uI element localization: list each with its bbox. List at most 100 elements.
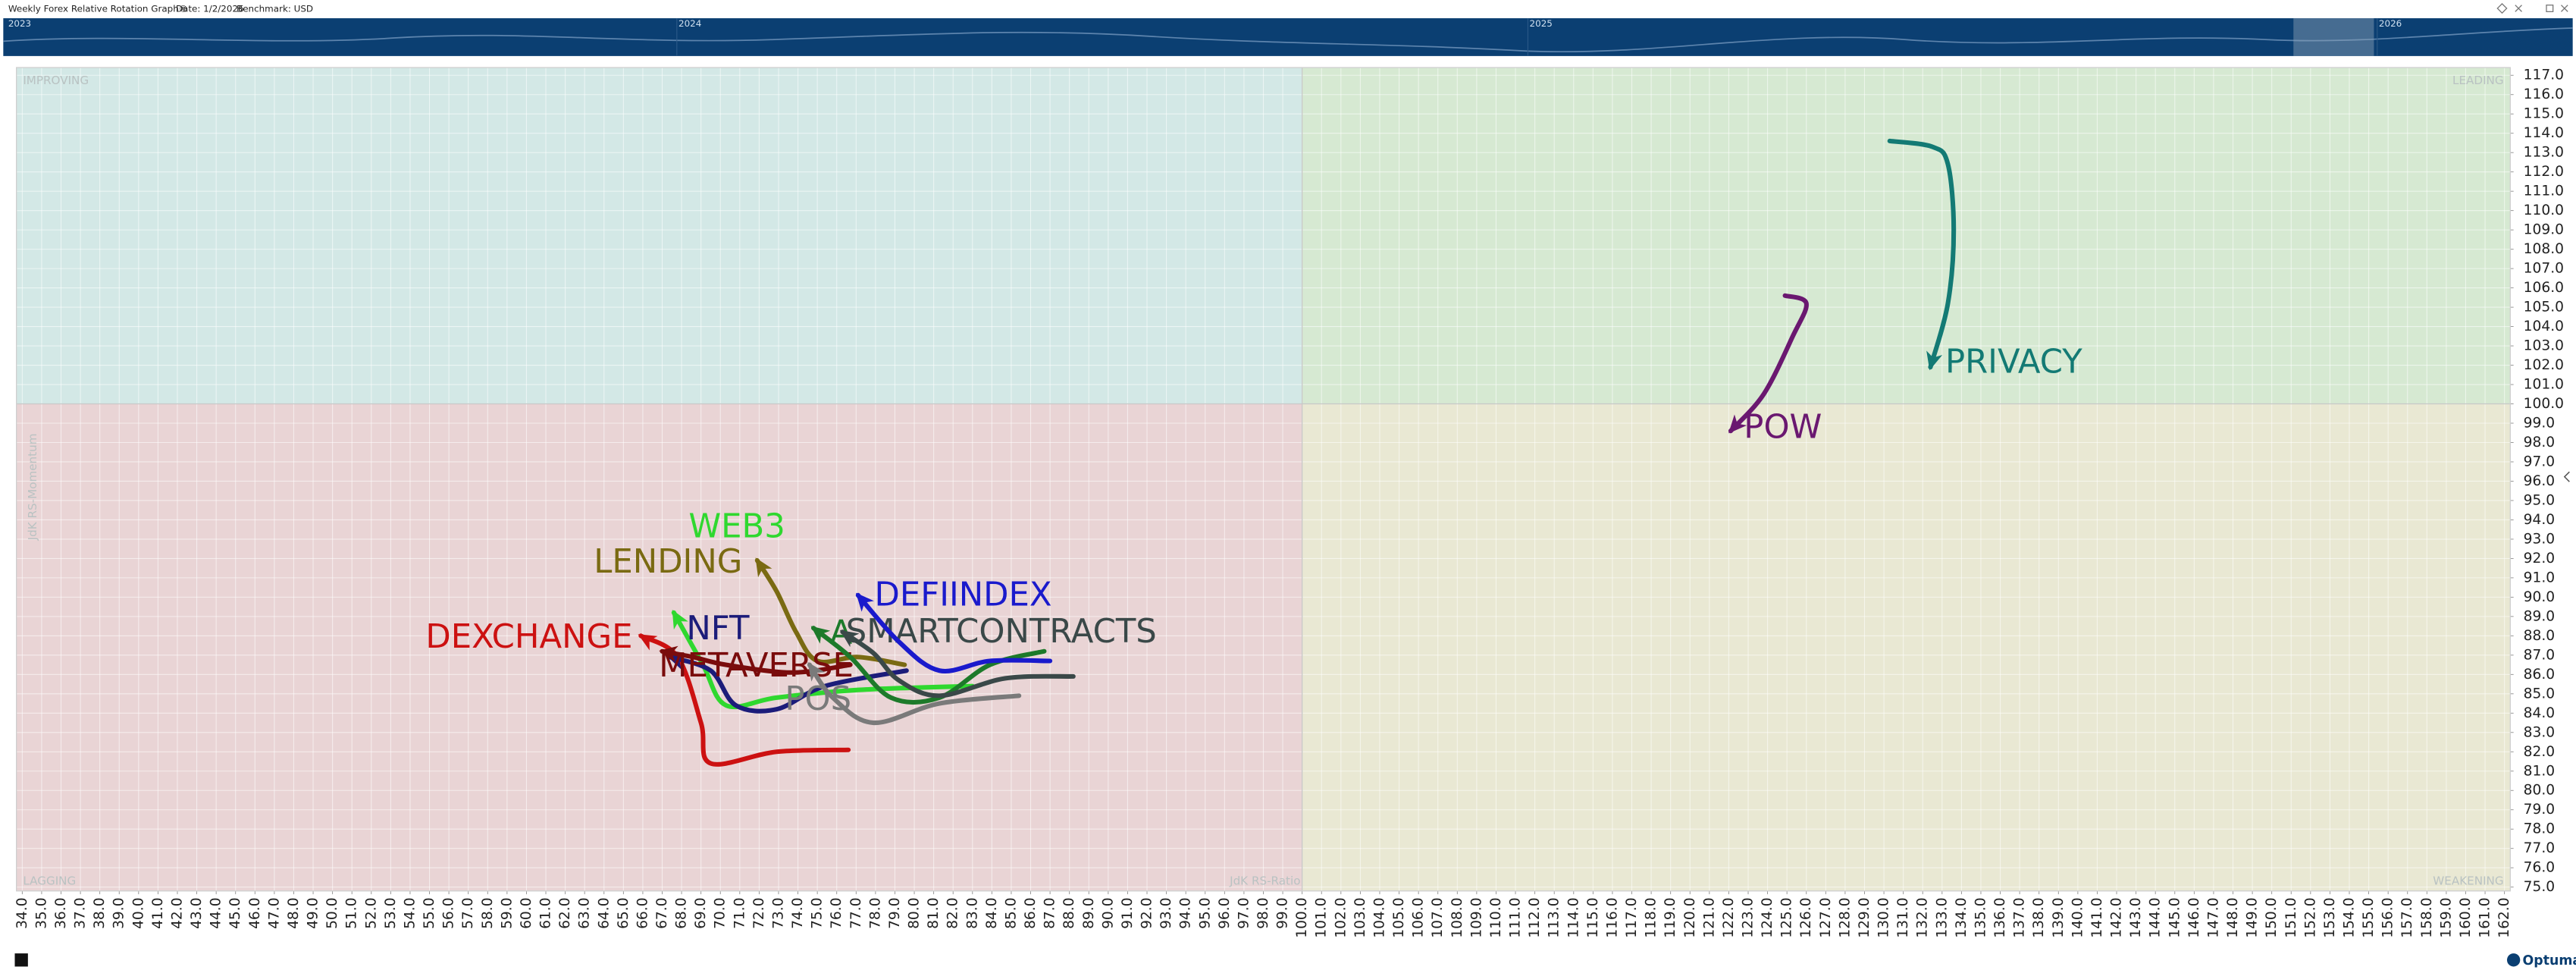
- icon[interactable]: [2561, 5, 2568, 12]
- x-tick-label: 109.0: [1468, 897, 1484, 937]
- y-tick-label: 99.0: [2524, 416, 2555, 432]
- x-tick-label: 132.0: [1915, 897, 1931, 937]
- x-tick-label: 64.0: [596, 897, 612, 928]
- y-tick-label: 96.0: [2524, 473, 2555, 489]
- x-tick-label: 62.0: [557, 897, 573, 928]
- y-tick-label: 102.0: [2524, 357, 2564, 373]
- x-tick-label: 67.0: [654, 897, 670, 928]
- series-label: DEFIINDEX: [875, 576, 1052, 614]
- icon[interactable]: [2546, 5, 2554, 13]
- navigator-year: 2025: [1530, 18, 1553, 29]
- x-tick-label: 49.0: [306, 897, 321, 928]
- x-tick-label: 111.0: [1508, 897, 1524, 937]
- x-tick-label: 121.0: [1701, 897, 1717, 937]
- x-tick-label: 145.0: [2167, 897, 2183, 937]
- quadrant-label: LAGGING: [23, 874, 76, 887]
- x-tick-label: 48.0: [286, 897, 302, 928]
- x-tick-label: 68.0: [674, 897, 690, 928]
- x-tick-label: 65.0: [616, 897, 631, 928]
- series-label: PRIVACY: [1945, 343, 2082, 381]
- icon[interactable]: [2515, 5, 2522, 12]
- x-tick-label: 98.0: [1255, 897, 1271, 928]
- x-tick-label: 153.0: [2322, 897, 2338, 937]
- x-tick-label: 54.0: [402, 897, 418, 928]
- series-label: POS: [785, 680, 851, 718]
- x-tick-label: 152.0: [2302, 897, 2318, 937]
- x-tick-label: 94.0: [1178, 897, 1194, 928]
- navigator-bar[interactable]: [3, 18, 2573, 56]
- quadrant-improving: [16, 67, 1302, 404]
- y-tick-label: 114.0: [2524, 125, 2564, 141]
- x-tick-label: 116.0: [1604, 897, 1620, 937]
- y-tick-label: 87.0: [2524, 647, 2555, 663]
- x-tick-label: 69.0: [693, 897, 709, 928]
- x-tick-label: 47.0: [266, 897, 282, 928]
- x-tick-label: 56.0: [441, 897, 457, 928]
- y-tick-label: 111.0: [2524, 184, 2564, 199]
- x-tick-label: 55.0: [421, 897, 437, 928]
- x-tick-label: 61.0: [538, 897, 554, 928]
- x-tick-label: 110.0: [1488, 897, 1504, 937]
- x-tick-label: 75.0: [810, 897, 826, 928]
- navigator[interactable]: 2023 2024 2025 2026: [3, 18, 2573, 56]
- y-tick-label: 103.0: [2524, 338, 2564, 354]
- series-label: SMARTCONTRACTS: [846, 613, 1157, 651]
- corner-button[interactable]: [14, 953, 28, 967]
- x-tick-label: 104.0: [1371, 897, 1387, 937]
- x-tick-label: 156.0: [2380, 897, 2396, 937]
- side-toggle[interactable]: [2563, 471, 2570, 482]
- y-tick-label: 106.0: [2524, 280, 2564, 296]
- x-tick-label: 92.0: [1139, 897, 1155, 928]
- x-tick-label: 149.0: [2245, 897, 2261, 937]
- x-tick-label: 131.0: [1895, 897, 1911, 937]
- window-icons: [2496, 2, 2568, 14]
- x-tick-label: 100.0: [1294, 897, 1310, 937]
- x-tick-label: 96.0: [1217, 897, 1233, 928]
- x-tick-label: 114.0: [1565, 897, 1581, 937]
- y-tick-label: 75.0: [2524, 879, 2555, 895]
- x-tick-label: 136.0: [1992, 897, 2008, 937]
- navigator-year: 2023: [8, 18, 31, 29]
- x-tick-label: 135.0: [1973, 897, 1988, 937]
- x-tick-label: 123.0: [1741, 897, 1757, 937]
- navigator-year: 2024: [678, 18, 701, 29]
- quadrant-leading: [1302, 67, 2511, 404]
- x-tick-label: 119.0: [1662, 897, 1678, 937]
- x-tick-label: 51.0: [344, 897, 360, 928]
- tail-line: [855, 592, 1053, 674]
- x-tick-label: 113.0: [1547, 897, 1562, 937]
- x-tick-label: 36.0: [53, 897, 69, 928]
- x-tick-label: 105.0: [1391, 897, 1407, 937]
- icon[interactable]: [2496, 2, 2508, 14]
- y-tick-label: 80.0: [2524, 783, 2555, 799]
- x-tick-label: 35.0: [33, 897, 49, 928]
- y-tick-label: 79.0: [2524, 802, 2555, 818]
- x-tick-label: 52.0: [363, 897, 379, 928]
- x-tick-label: 144.0: [2148, 897, 2164, 937]
- x-tick-label: 42.0: [169, 897, 185, 928]
- x-tick-label: 66.0: [635, 897, 650, 928]
- tail-line: [807, 662, 1022, 726]
- plot-area: 34.0 35.0 36.0 37.0 38.0 39.0 40.0 41.0 42.0 43.0…: [14, 67, 2564, 938]
- x-tick-label: 38.0: [92, 897, 108, 928]
- y-tick-label: 108.0: [2524, 241, 2564, 257]
- brand: Optuma: [2523, 953, 2576, 968]
- y-tick-label: 89.0: [2524, 608, 2555, 624]
- x-tick-label: 77.0: [848, 897, 864, 928]
- x-tick-label: 58.0: [480, 897, 496, 928]
- x-tick-label: 34.0: [14, 897, 30, 928]
- tail-line: [754, 557, 907, 667]
- x-tick-label: 90.0: [1100, 897, 1116, 928]
- quadrant-weakening: [1302, 403, 2511, 891]
- y-tick-label: 86.0: [2524, 667, 2555, 683]
- y-tick-label: 113.0: [2524, 145, 2564, 161]
- quadrant-label: IMPROVING: [23, 74, 89, 87]
- x-tick-label: 162.0: [2496, 897, 2512, 937]
- x-tick-label: 122.0: [1721, 897, 1737, 937]
- navigator-window[interactable]: [2293, 18, 2374, 56]
- series-label: METAVERSE: [659, 647, 854, 685]
- y-tick-label: 95.0: [2524, 492, 2555, 508]
- y-tick-label: 88.0: [2524, 628, 2555, 644]
- x-tick-label: 112.0: [1527, 897, 1543, 937]
- x-tick-label: 154.0: [2341, 897, 2357, 937]
